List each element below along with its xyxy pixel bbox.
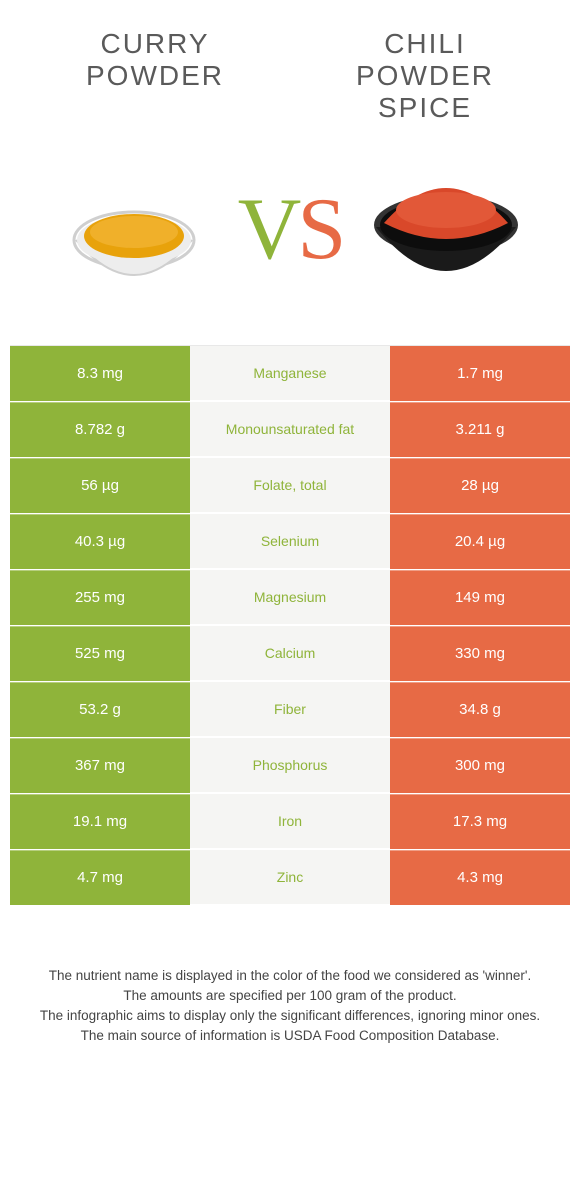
right-product-title: CHILI POWDER SPICE	[290, 28, 550, 125]
right-value-cell: 20.4 µg	[390, 514, 570, 569]
left-value-cell: 8.782 g	[10, 402, 190, 457]
footer-line: The nutrient name is displayed in the co…	[20, 966, 560, 986]
table-row: 53.2 gFiber34.8 g	[10, 682, 570, 738]
nutrient-label-cell: Folate, total	[190, 458, 390, 513]
curry-bowl-icon	[64, 160, 204, 300]
left-value-cell: 19.1 mg	[10, 794, 190, 849]
right-value-cell: 330 mg	[390, 626, 570, 681]
title-text: POWDER	[86, 60, 224, 91]
footer-line: The main source of information is USDA F…	[20, 1026, 560, 1046]
vs-s: S	[297, 181, 342, 278]
nutrient-label-cell: Phosphorus	[190, 738, 390, 793]
right-value-cell: 28 µg	[390, 458, 570, 513]
hero-row: VS	[0, 135, 580, 345]
left-value-cell: 8.3 mg	[10, 346, 190, 401]
nutrient-label-cell: Selenium	[190, 514, 390, 569]
left-value-cell: 255 mg	[10, 570, 190, 625]
footer-line: The amounts are specified per 100 gram o…	[20, 986, 560, 1006]
right-value-cell: 149 mg	[390, 570, 570, 625]
infographic-container: CURRY POWDER CHILI POWDER SPICE VS	[0, 0, 580, 1047]
nutrient-label-cell: Zinc	[190, 850, 390, 905]
left-product-title: CURRY POWDER	[30, 28, 290, 92]
comparison-table: 8.3 mgManganese1.7 mg8.782 gMonounsatura…	[10, 345, 570, 906]
left-value-cell: 367 mg	[10, 738, 190, 793]
nutrient-label-cell: Iron	[190, 794, 390, 849]
footer-notes: The nutrient name is displayed in the co…	[0, 906, 580, 1047]
nutrient-label-cell: Magnesium	[190, 570, 390, 625]
table-row: 40.3 µgSelenium20.4 µg	[10, 514, 570, 570]
right-value-cell: 17.3 mg	[390, 794, 570, 849]
table-row: 8.3 mgManganese1.7 mg	[10, 346, 570, 402]
right-value-cell: 3.211 g	[390, 402, 570, 457]
table-row: 4.7 mgZinc4.3 mg	[10, 850, 570, 906]
nutrient-label-cell: Fiber	[190, 682, 390, 737]
table-row: 255 mgMagnesium149 mg	[10, 570, 570, 626]
title-text: POWDER	[356, 60, 494, 91]
title-text: SPICE	[378, 92, 472, 123]
table-row: 19.1 mgIron17.3 mg	[10, 794, 570, 850]
table-row: 367 mgPhosphorus300 mg	[10, 738, 570, 794]
vs-v: V	[238, 181, 298, 278]
left-value-cell: 53.2 g	[10, 682, 190, 737]
right-value-cell: 300 mg	[390, 738, 570, 793]
title-text: CURRY	[100, 28, 209, 59]
right-value-cell: 1.7 mg	[390, 346, 570, 401]
left-value-cell: 525 mg	[10, 626, 190, 681]
left-bowl-col	[30, 160, 238, 300]
left-value-cell: 56 µg	[10, 458, 190, 513]
left-value-cell: 4.7 mg	[10, 850, 190, 905]
left-value-cell: 40.3 µg	[10, 514, 190, 569]
nutrient-label-cell: Manganese	[190, 346, 390, 401]
title-text: CHILI	[384, 28, 466, 59]
nutrient-label-cell: Calcium	[190, 626, 390, 681]
nutrient-label-cell: Monounsaturated fat	[190, 402, 390, 457]
right-value-cell: 34.8 g	[390, 682, 570, 737]
right-bowl-col	[342, 155, 550, 305]
footer-line: The infographic aims to display only the…	[20, 1006, 560, 1026]
right-value-cell: 4.3 mg	[390, 850, 570, 905]
chili-bowl-icon	[366, 155, 526, 305]
table-row: 525 mgCalcium330 mg	[10, 626, 570, 682]
vs-label: VS	[238, 186, 343, 274]
table-row: 8.782 gMonounsaturated fat3.211 g	[10, 402, 570, 458]
table-row: 56 µgFolate, total28 µg	[10, 458, 570, 514]
header: CURRY POWDER CHILI POWDER SPICE	[0, 0, 580, 135]
